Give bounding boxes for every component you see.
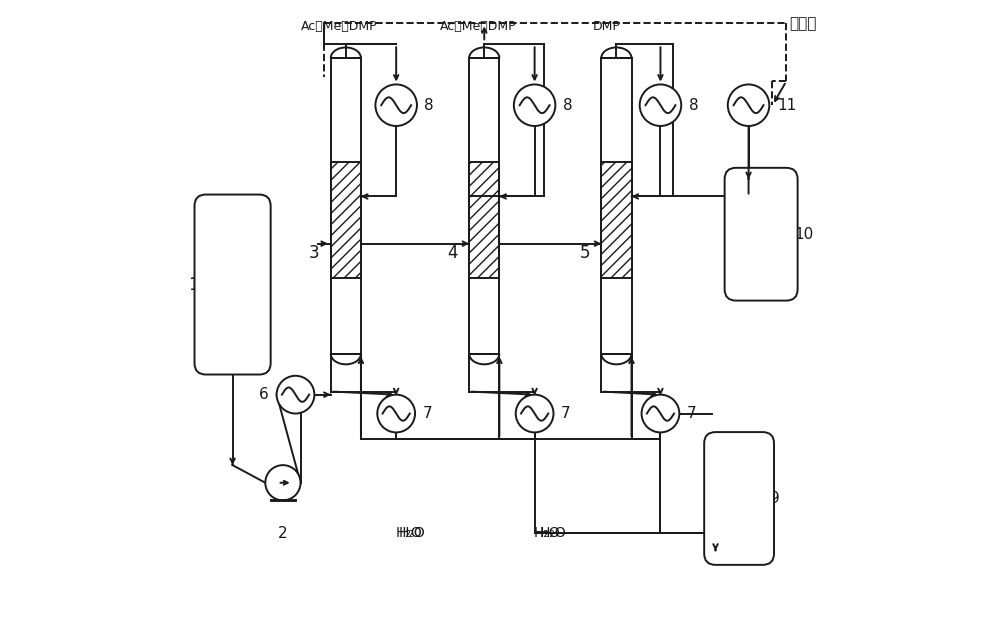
Text: 10: 10 — [794, 227, 813, 241]
Circle shape — [516, 394, 553, 432]
Text: 9: 9 — [770, 491, 780, 506]
Bar — [601, 162, 632, 278]
FancyBboxPatch shape — [704, 432, 774, 565]
Text: 1: 1 — [188, 276, 198, 293]
Text: Ac、Me、DMP: Ac、Me、DMP — [301, 20, 378, 33]
Text: 8: 8 — [689, 98, 698, 112]
Circle shape — [277, 376, 314, 413]
Text: 7: 7 — [561, 406, 571, 421]
Text: H₂O
收集: H₂O 收集 — [728, 484, 750, 513]
Text: 6: 6 — [259, 387, 269, 402]
Text: 7: 7 — [423, 406, 432, 421]
Text: H₂O: H₂O — [395, 526, 422, 540]
Text: 成品
DMP
收集: 成品 DMP 收集 — [749, 210, 774, 245]
FancyBboxPatch shape — [725, 168, 798, 301]
Text: 2: 2 — [278, 526, 288, 540]
Text: H₂O: H₂O — [540, 526, 567, 540]
Circle shape — [377, 394, 415, 432]
Bar — [601, 58, 632, 354]
Text: H₂O: H₂O — [534, 526, 561, 540]
Text: 3: 3 — [309, 244, 319, 262]
Text: 7: 7 — [687, 406, 697, 421]
Bar — [469, 58, 499, 354]
Circle shape — [642, 394, 679, 432]
Circle shape — [728, 85, 769, 126]
FancyBboxPatch shape — [195, 195, 271, 375]
Circle shape — [265, 465, 301, 501]
Bar — [331, 162, 361, 278]
Circle shape — [514, 85, 555, 126]
Circle shape — [375, 85, 417, 126]
Text: 8: 8 — [563, 98, 573, 112]
Text: 4: 4 — [447, 244, 458, 262]
Text: 11: 11 — [777, 98, 796, 112]
Text: DMP: DMP — [593, 20, 621, 33]
Text: 5: 5 — [579, 244, 590, 262]
Text: H₂O: H₂O — [399, 526, 425, 540]
Text: 8: 8 — [424, 98, 434, 112]
Text: Ac、Me、DMP: Ac、Me、DMP — [440, 20, 516, 33]
Bar — [469, 162, 499, 278]
Bar — [331, 58, 361, 354]
Text: 抽真空: 抽真空 — [789, 16, 817, 31]
Circle shape — [640, 85, 681, 126]
Text: Ac、Me: Ac、Me — [213, 278, 252, 291]
